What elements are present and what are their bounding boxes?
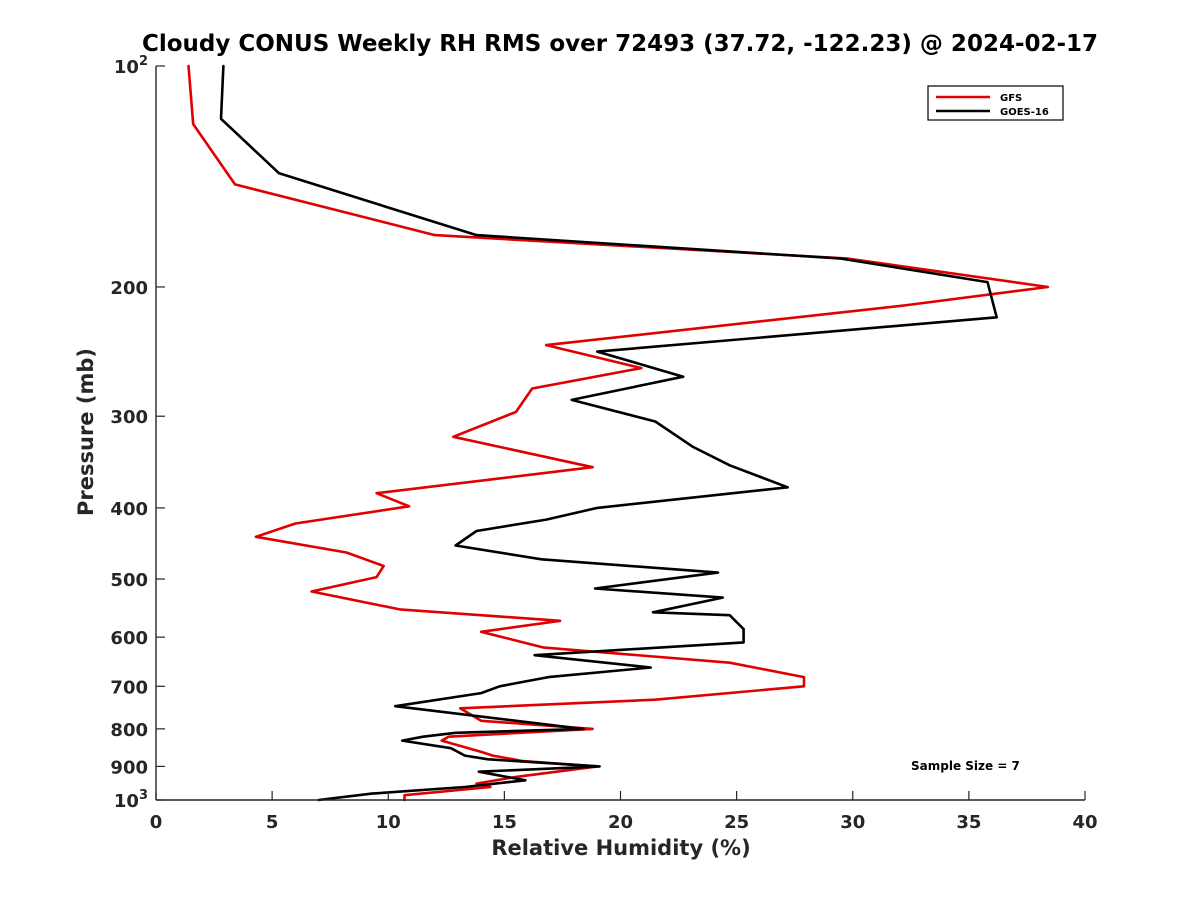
y-tick-label: 500 xyxy=(110,570,148,591)
y-tick-label: 800 xyxy=(110,720,148,741)
legend-label-goes-16: GOES-16 xyxy=(1000,107,1049,118)
legend-box xyxy=(927,85,1064,121)
x-axis-label: Relative Humidity (%) xyxy=(491,836,751,860)
x-tick-label: 0 xyxy=(150,812,163,833)
series-line-goes-16 xyxy=(219,64,999,802)
y-tick-label: 600 xyxy=(110,628,148,649)
x-tick-label: 25 xyxy=(724,812,749,833)
x-tick-label: 35 xyxy=(956,812,981,833)
y-tick-label: 300 xyxy=(110,407,148,428)
y-tick-label: 700 xyxy=(110,677,148,698)
y-axis-label: Pressure (mb) xyxy=(74,348,98,516)
x-tick-label: 5 xyxy=(266,812,279,833)
sample-size-annotation: Sample Size = 7 xyxy=(911,759,1020,773)
y-tick-label: 103 xyxy=(114,788,148,812)
axes-layer: 0 5 10 15 20 25 30 35 40 102 200 300 400 500 600 700 800… xyxy=(110,54,1097,833)
y-tick-label: 900 xyxy=(110,757,148,778)
x-tick-label: 15 xyxy=(492,812,517,833)
chart-title: Cloudy CONUS Weekly RH RMS over 72493 (3… xyxy=(141,31,1099,57)
legend: GFS GOES-16 xyxy=(927,85,1064,121)
series-layer xyxy=(187,64,1050,802)
x-tick-label: 20 xyxy=(608,812,633,833)
y-tick-label: 102 xyxy=(114,54,148,78)
legend-label-gfs: GFS xyxy=(1000,93,1022,104)
x-tick-label: 40 xyxy=(1072,812,1097,833)
x-tick-label: 10 xyxy=(376,812,401,833)
y-tick-label: 400 xyxy=(110,499,148,520)
x-tick-label: 30 xyxy=(840,812,865,833)
series-line-gfs xyxy=(187,64,1050,802)
y-tick-label: 200 xyxy=(110,278,148,299)
